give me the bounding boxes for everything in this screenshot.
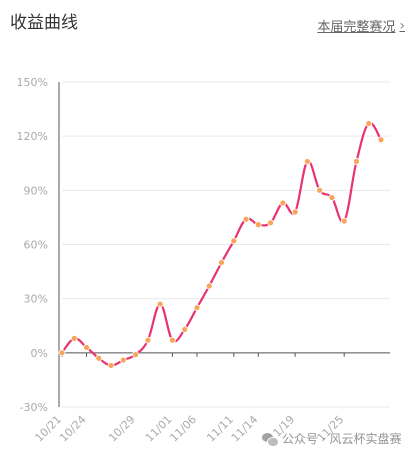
full-results-link-label: 本届完整赛况 [317, 20, 396, 35]
x-tick-label: 11/01 [143, 413, 175, 445]
data-point [254, 221, 262, 229]
chevron-right-icon: › [399, 17, 405, 34]
data-point [132, 351, 140, 359]
x-tick-label: 11/14 [229, 413, 261, 445]
data-point [365, 120, 373, 127]
data-point [328, 194, 336, 201]
data-point [279, 199, 287, 207]
wechat-icon [262, 432, 279, 447]
x-tick-label: 10/29 [106, 413, 138, 445]
data-point [291, 208, 299, 216]
chart-title: 收益曲线 [10, 13, 78, 33]
data-point [193, 304, 201, 312]
data-point [119, 356, 127, 364]
data-point [205, 282, 213, 290]
y-tick-label: -30% [20, 401, 48, 414]
data-point [95, 354, 103, 362]
data-point [230, 237, 238, 245]
data-point [377, 136, 385, 144]
full-results-link[interactable]: 本届完整赛况 › [317, 16, 405, 36]
y-tick-label: 90% [24, 184, 48, 197]
x-tick-label: 10/24 [57, 413, 89, 445]
data-point [107, 362, 115, 369]
data-point [353, 158, 360, 165]
x-tick-label: 11/11 [204, 413, 236, 445]
data-point [267, 219, 274, 227]
y-tick-label: 150% [17, 76, 48, 89]
data-point [316, 186, 324, 194]
watermark-text: 公众号 · 风云杯实盘赛 [282, 432, 402, 446]
data-point [218, 259, 225, 266]
data-point [156, 300, 164, 308]
data-point [70, 334, 78, 342]
data-point [242, 215, 250, 223]
data-point [144, 336, 152, 344]
series-markers [58, 120, 385, 369]
data-point [169, 336, 176, 344]
watermark: 公众号 · 风云杯实盘赛 [262, 430, 401, 447]
y-tick-labels: -30% 0% 30% 60% 90% 120% 150% [17, 76, 48, 414]
x-tick-label: 11/06 [167, 413, 199, 445]
y-tick-label: 60% [24, 239, 48, 252]
data-point [303, 158, 311, 165]
data-point [340, 217, 348, 225]
y-tick-label: 120% [17, 130, 48, 143]
y-tick-label: 0% [31, 347, 48, 360]
x-tick-label: 10/21 [33, 413, 65, 445]
y-tick-label: 30% [24, 293, 48, 306]
data-point [181, 325, 189, 333]
grid-layer [62, 81, 390, 408]
data-point [58, 349, 66, 357]
data-point [83, 344, 90, 351]
